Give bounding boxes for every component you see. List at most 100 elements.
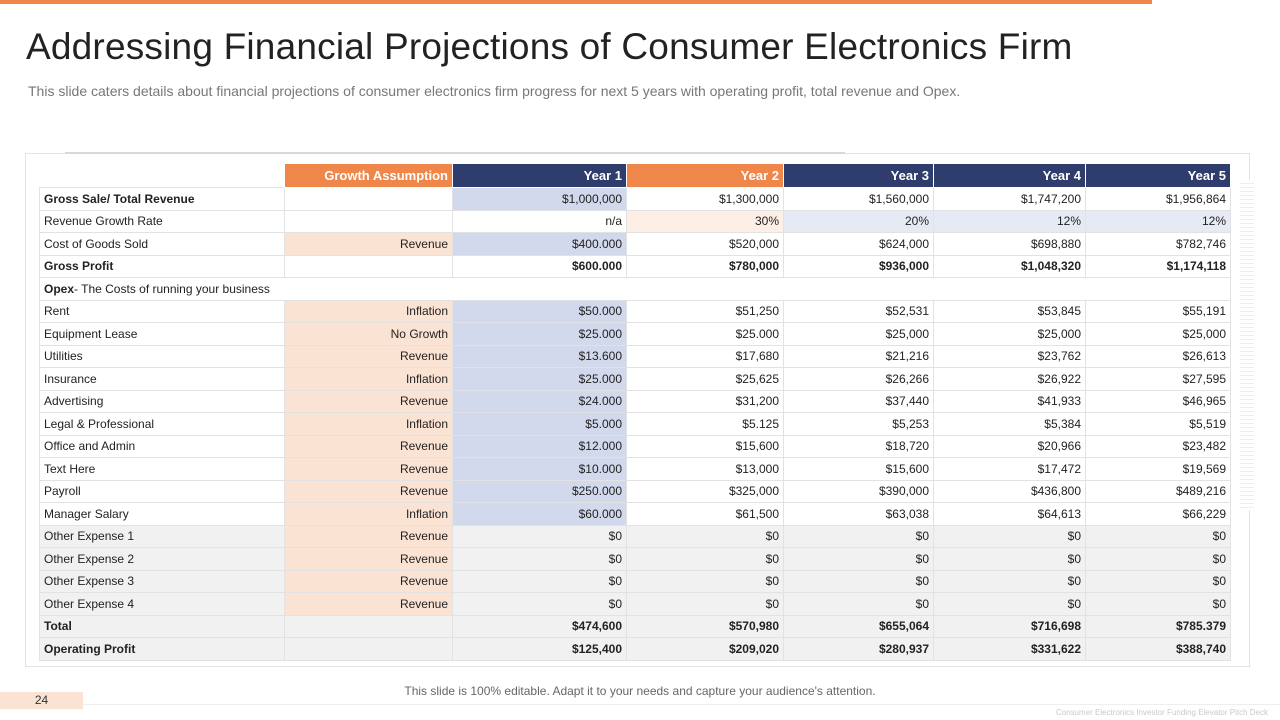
footer-note: This slide is 100% editable. Adapt it to… [404, 684, 876, 698]
cell-year-1: $400.000 [452, 232, 627, 256]
opex-heading-rest: - The Costs of running your business [74, 281, 270, 296]
cell-year-4: $5,384 [933, 412, 1086, 436]
row-assumption: Revenue [284, 344, 453, 368]
opex-heading: Opex- The Costs of running your business [39, 277, 1231, 301]
cell-year-4: $26,922 [933, 367, 1086, 391]
header-year-2: Year 2 [626, 163, 784, 188]
cell-year-3: $390,000 [783, 479, 934, 503]
cell-year-2: $25,625 [626, 367, 784, 391]
cell-year-4: $1,747,200 [933, 187, 1086, 211]
cell-year-3: $52,531 [783, 299, 934, 323]
cell-year-5: $0 [1085, 547, 1231, 571]
cell-year-2: $25.000 [626, 322, 784, 346]
cell-year-1: $50.000 [452, 299, 627, 323]
row-assumption: Revenue [284, 524, 453, 548]
row-assumption: No Growth [284, 322, 453, 346]
cell-year-3: $63,038 [783, 502, 934, 526]
table-row: Legal & Professional Inflation $5.000 $5… [39, 412, 1231, 436]
cell-year-3: $0 [783, 547, 934, 571]
cell-year-5: $27,595 [1085, 367, 1231, 391]
cell-year-3: $37,440 [783, 389, 934, 413]
cell-year-2: $61,500 [626, 502, 784, 526]
page-number: 24 [0, 692, 83, 709]
header-year-3: Year 3 [783, 163, 934, 188]
row-label: Utilities [39, 344, 285, 368]
cell-year-2: $1,300,000 [626, 187, 784, 211]
cell-year-3: $655,064 [783, 614, 934, 638]
row-assumption [284, 187, 453, 211]
row-label: Insurance [39, 367, 285, 391]
cell-year-3: $15,600 [783, 457, 934, 481]
cell-year-2: $31,200 [626, 389, 784, 413]
cell-year-2: $5.125 [626, 412, 784, 436]
cell-year-1: $5.000 [452, 412, 627, 436]
cell-year-5: $489,216 [1085, 479, 1231, 503]
cell-year-5: $388,740 [1085, 637, 1231, 661]
cell-year-2: $0 [626, 547, 784, 571]
cell-year-5: $26,613 [1085, 344, 1231, 368]
cell-year-4: $698,880 [933, 232, 1086, 256]
cell-year-5: $25,000 [1085, 322, 1231, 346]
cell-year-2: $0 [626, 524, 784, 548]
row-label: Revenue Growth Rate [39, 209, 285, 233]
cell-year-5: $66,229 [1085, 502, 1231, 526]
table-row: Revenue Growth Rate n/a 30% 20% 12% 12% [39, 209, 1231, 233]
row-assumption: Revenue [284, 479, 453, 503]
cell-year-3: $280,937 [783, 637, 934, 661]
cell-year-3: $25,000 [783, 322, 934, 346]
header-year-1: Year 1 [452, 163, 627, 188]
row-label: Gross Sale/ Total Revenue [39, 187, 285, 211]
row-label: Office and Admin [39, 434, 285, 458]
cell-year-5: $785.379 [1085, 614, 1231, 638]
cell-year-3: $936,000 [783, 254, 934, 278]
cell-year-2: $209,020 [626, 637, 784, 661]
cell-year-4: $53,845 [933, 299, 1086, 323]
table-row: Gross Sale/ Total Revenue $1,000,000 $1,… [39, 187, 1231, 211]
cell-year-4: $0 [933, 547, 1086, 571]
row-assumption [284, 209, 453, 233]
cell-year-1: $25.000 [452, 367, 627, 391]
cell-year-4: $64,613 [933, 502, 1086, 526]
table-row: Utilities Revenue $13.600 $17,680 $21,21… [39, 344, 1231, 368]
row-label: Cost of Goods Sold [39, 232, 285, 256]
header-blank [39, 163, 285, 188]
row-assumption: Revenue [284, 434, 453, 458]
row-label: Rent [39, 299, 285, 323]
cell-year-2: $13,000 [626, 457, 784, 481]
table-row: Office and Admin Revenue $12.000 $15,600… [39, 434, 1231, 458]
row-label: Payroll [39, 479, 285, 503]
cell-year-5: $23,482 [1085, 434, 1231, 458]
deck-name: Consumer Electronics Investor Funding El… [1055, 708, 1268, 717]
header-year-4: Year 4 [933, 163, 1086, 188]
cell-year-1: $24.000 [452, 389, 627, 413]
row-assumption [284, 637, 453, 661]
cell-year-1: $0 [452, 592, 627, 616]
cell-year-4: $716,698 [933, 614, 1086, 638]
cell-year-4: $17,472 [933, 457, 1086, 481]
cell-year-5: $1,174,118 [1085, 254, 1231, 278]
cell-year-3: $1,560,000 [783, 187, 934, 211]
cell-year-1: $474,600 [452, 614, 627, 638]
row-label: Operating Profit [39, 637, 285, 661]
cell-year-2: $0 [626, 569, 784, 593]
row-label: Total [39, 614, 285, 638]
cell-year-1: $13.600 [452, 344, 627, 368]
cell-year-3: $26,266 [783, 367, 934, 391]
cell-year-4: $0 [933, 524, 1086, 548]
row-label: Other Expense 1 [39, 524, 285, 548]
cell-year-4: $0 [933, 592, 1086, 616]
cell-year-4: $25,000 [933, 322, 1086, 346]
table-row: Other Expense 1 Revenue $0 $0 $0 $0 $0 [39, 524, 1231, 548]
cell-year-5: $0 [1085, 524, 1231, 548]
cell-year-5: $19,569 [1085, 457, 1231, 481]
row-label: Legal & Professional [39, 412, 285, 436]
cell-year-1: $10.000 [452, 457, 627, 481]
row-assumption [284, 614, 453, 638]
row-assumption: Inflation [284, 502, 453, 526]
cell-year-5: 12% [1085, 209, 1231, 233]
cell-year-2: $0 [626, 592, 784, 616]
table-header-row: Growth Assumption Year 1 Year 2 Year 3 Y… [39, 163, 1231, 188]
opex-heading-bold: Opex [44, 281, 75, 296]
row-assumption: Revenue [284, 592, 453, 616]
cell-year-4: 12% [933, 209, 1086, 233]
